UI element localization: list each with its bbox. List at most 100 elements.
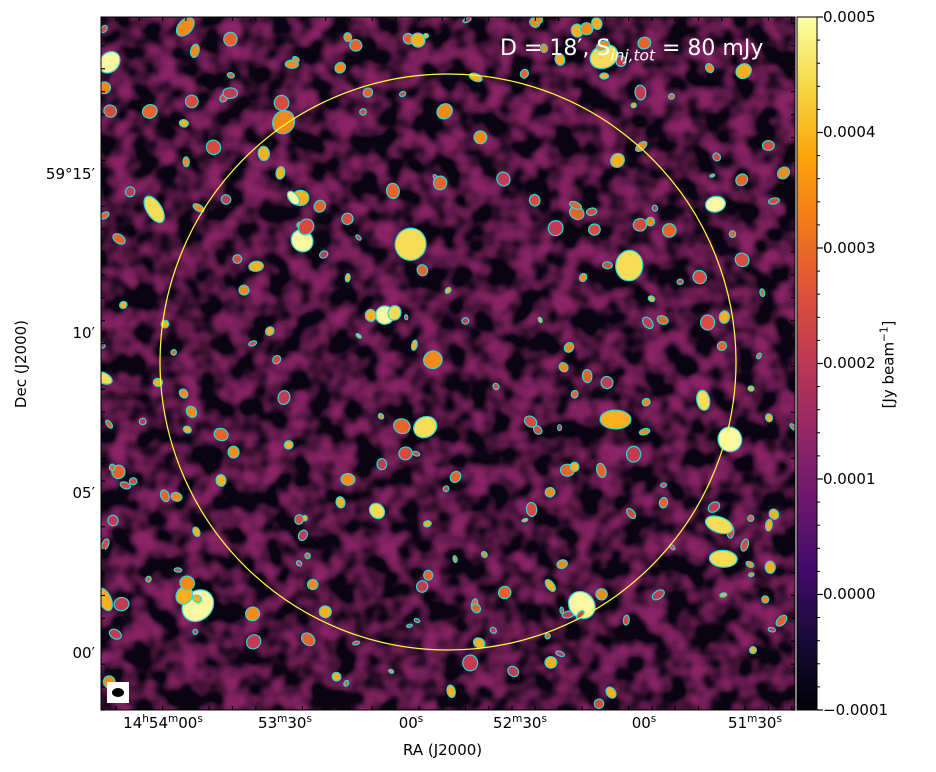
source-blob xyxy=(423,350,443,370)
source-blob xyxy=(570,389,579,399)
colorbar-tick-label: 0.0004 xyxy=(823,123,876,141)
frame-ticks xyxy=(101,17,795,711)
source-blob xyxy=(138,417,147,426)
source-blob xyxy=(630,102,637,109)
source-blob xyxy=(213,427,229,442)
source-blob xyxy=(283,440,294,450)
source-blob xyxy=(343,679,350,687)
source-blob xyxy=(605,686,617,699)
source-blob xyxy=(704,63,715,74)
source-blob xyxy=(368,502,386,520)
source-blob xyxy=(638,427,651,436)
source-blob xyxy=(569,461,580,472)
source-blob xyxy=(222,87,239,100)
source-blob xyxy=(747,385,755,392)
source-blob xyxy=(735,63,752,80)
source-blob xyxy=(768,508,780,520)
source-blob xyxy=(579,22,594,36)
source-blob xyxy=(394,227,427,261)
source-blob xyxy=(554,52,566,66)
source-blob xyxy=(124,186,136,198)
source-blob xyxy=(442,485,450,493)
source-blob xyxy=(547,220,564,237)
source-blob xyxy=(696,389,711,411)
source-blob xyxy=(632,217,648,232)
source-blob xyxy=(318,250,329,259)
colorbar-tick-label: 0.0001 xyxy=(823,470,876,488)
source-blob xyxy=(297,529,308,542)
source-blob xyxy=(658,496,669,509)
y-tick-label: 00′ xyxy=(72,644,96,662)
source-blob xyxy=(273,94,290,111)
source-blob xyxy=(300,632,316,647)
source-blob xyxy=(272,354,282,365)
source-blob xyxy=(411,450,421,457)
source-blob xyxy=(599,72,610,80)
source-blob xyxy=(767,626,777,633)
x-tick-label: 53m30s xyxy=(258,713,312,732)
source-blob xyxy=(145,575,152,583)
source-blob xyxy=(377,412,385,420)
source-blob xyxy=(192,526,201,538)
source-blob xyxy=(446,684,456,699)
source-blob xyxy=(170,349,178,356)
source-blob xyxy=(189,43,200,59)
source-blob xyxy=(286,190,301,206)
source-blob xyxy=(245,606,261,622)
source-blob xyxy=(238,284,250,296)
source-blob xyxy=(692,269,707,285)
source-blob xyxy=(119,300,128,310)
source-blob xyxy=(471,603,482,614)
source-blob xyxy=(595,40,610,51)
source-blob xyxy=(615,249,644,282)
source-blob xyxy=(205,139,222,156)
source-blob xyxy=(610,152,625,168)
source-blob xyxy=(341,212,354,226)
source-blob xyxy=(507,665,520,678)
source-blob xyxy=(544,632,551,640)
source-blob xyxy=(615,55,627,68)
source-blob xyxy=(295,560,303,567)
source-blob xyxy=(257,145,271,162)
source-blob xyxy=(761,595,770,604)
x-tick-label: 52m30s xyxy=(493,713,547,732)
source-blob xyxy=(175,17,195,37)
source-blob xyxy=(108,463,116,472)
source-blob xyxy=(761,139,775,152)
source-blob xyxy=(651,204,659,212)
source-blob xyxy=(661,223,677,238)
source-blob xyxy=(185,405,198,419)
source-blob xyxy=(449,470,462,484)
source-blob xyxy=(387,305,402,321)
source-blob xyxy=(410,32,426,48)
colorbar-tick-label: 0.0003 xyxy=(823,239,876,257)
source-blob xyxy=(223,31,238,47)
source-blob xyxy=(227,445,240,459)
source-blob xyxy=(170,491,183,502)
source-blob xyxy=(764,518,773,532)
source-blob xyxy=(492,382,500,391)
source-blob xyxy=(759,288,766,298)
source-blob xyxy=(215,474,227,487)
source-blob xyxy=(755,352,763,360)
source-blob xyxy=(775,614,788,627)
source-blob xyxy=(718,310,731,324)
source-blob xyxy=(647,295,656,303)
source-blob xyxy=(452,555,458,564)
source-blob xyxy=(192,203,205,213)
x-tick-label: 51m30s xyxy=(728,713,782,732)
source-blob xyxy=(719,592,728,598)
source-blob xyxy=(290,229,314,253)
source-blob xyxy=(436,103,453,120)
source-blob xyxy=(277,389,291,406)
source-blob xyxy=(559,606,565,615)
source-blob xyxy=(740,538,750,552)
source-blob xyxy=(182,425,192,434)
source-blob xyxy=(108,628,122,640)
source-blob xyxy=(767,197,781,205)
source-blob xyxy=(432,175,448,191)
source-blob xyxy=(593,698,605,710)
source-blob xyxy=(568,200,582,210)
